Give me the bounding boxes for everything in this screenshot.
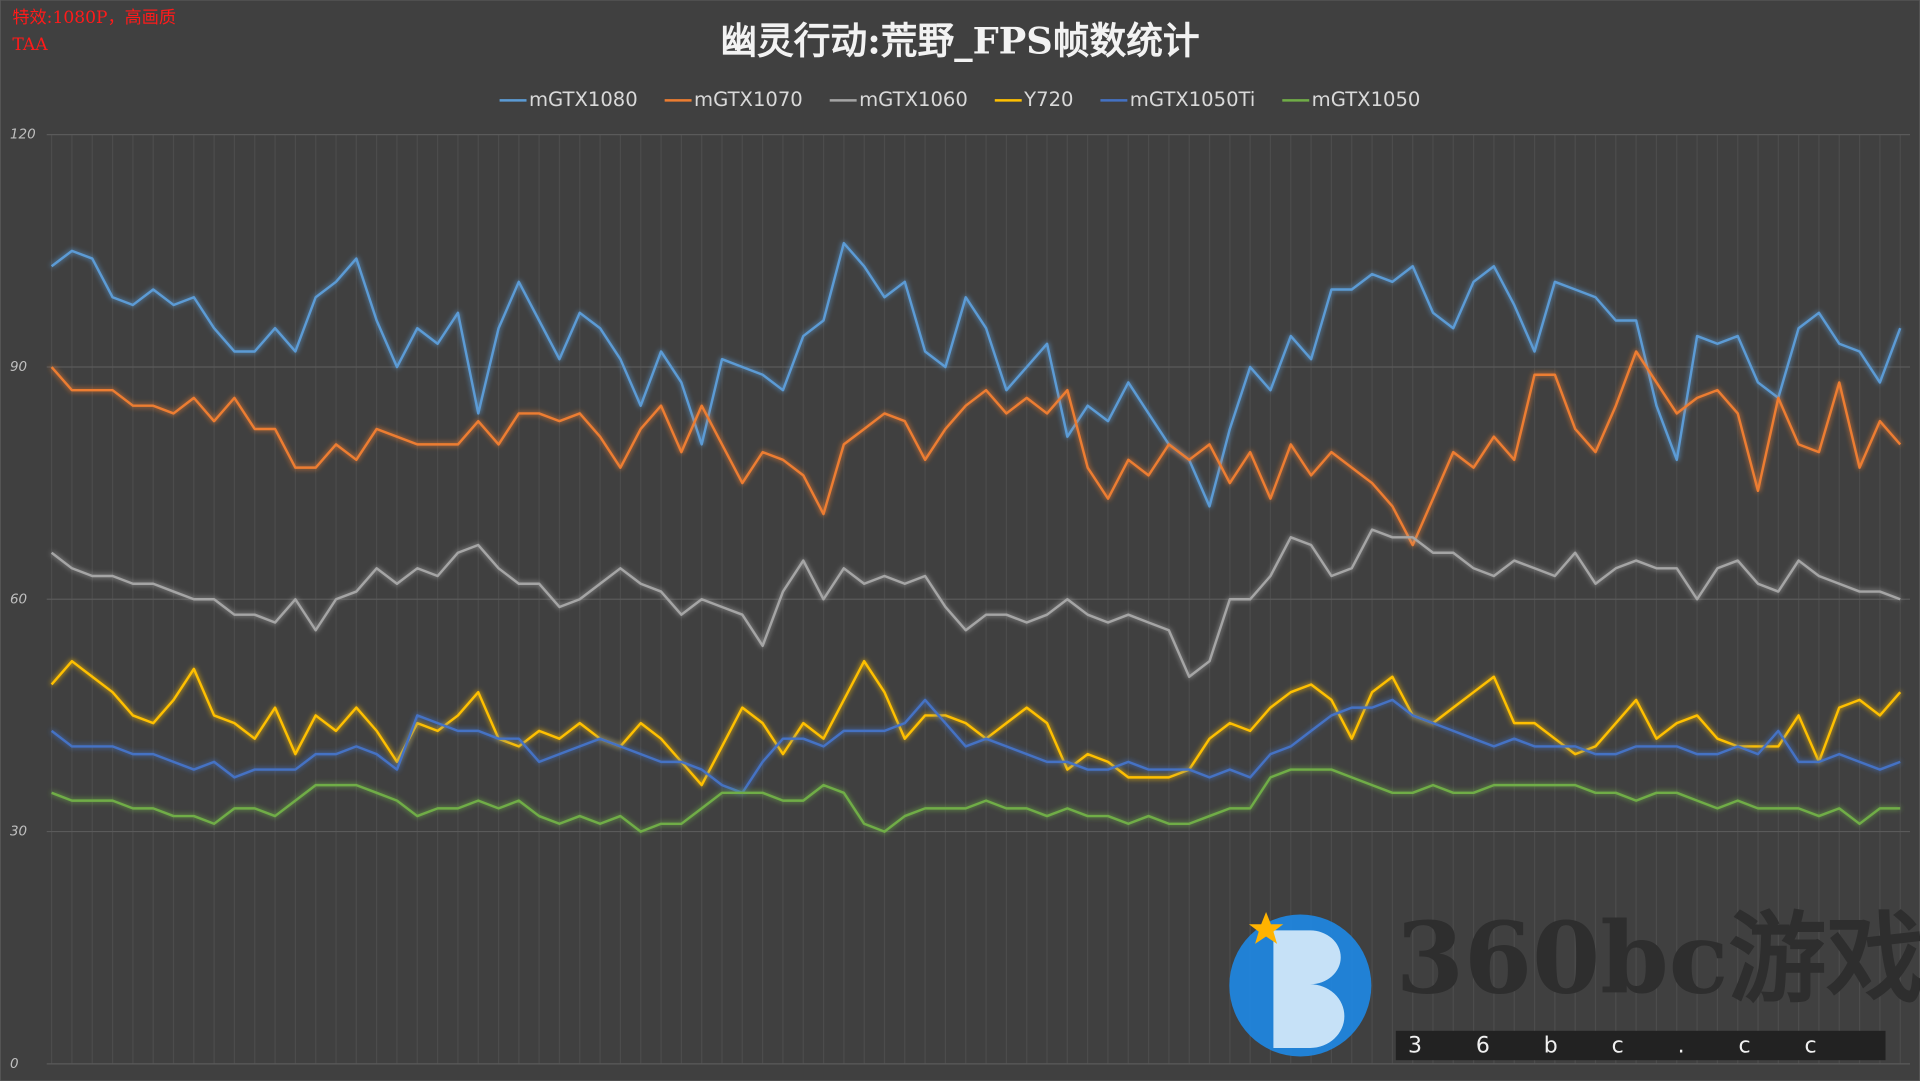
- watermark: 360bc游戏 36bc.cc: [1229, 902, 1920, 1061]
- annotation: 特效:1080P，高画质: [12, 8, 176, 28]
- series-line: [50, 698, 1901, 795]
- legend-label: mGTX1080: [529, 88, 638, 111]
- logo-star: [1248, 912, 1284, 944]
- legend-label: mGTX1070: [694, 88, 803, 111]
- y-tick-label: 120: [10, 128, 36, 143]
- legend: mGTX1080 mGTX1070 mGTX1060 Y720 mGTX1050Ti mG…: [499, 88, 1421, 111]
- series-line: [50, 659, 1902, 787]
- watermark-band: [1395, 1030, 1886, 1061]
- annotation: TAA: [12, 35, 48, 55]
- chart-title: 幽灵行动:荒野_FPS帧数统计: [720, 20, 1199, 63]
- logo-letter: [1273, 930, 1345, 1048]
- watermark-text: 360bc游戏: [1396, 902, 1920, 1017]
- series-line: [50, 241, 1902, 508]
- y-tick-label: 30: [10, 825, 27, 840]
- legend-label: mGTX1060: [859, 88, 968, 111]
- legend-label: mGTX1050Ti: [1130, 88, 1256, 111]
- plot: [50, 241, 1902, 833]
- legend-label: Y720: [1023, 88, 1073, 111]
- y-tick-label: 0: [10, 1057, 19, 1072]
- watermark-text: 36bc.cc: [1408, 1034, 1870, 1059]
- series-line: [50, 350, 1902, 547]
- series-line: [51, 768, 1901, 833]
- y-tick-label: 60: [10, 592, 27, 607]
- legend-label: mGTX1050: [1312, 88, 1421, 111]
- series-line: [50, 528, 1901, 678]
- y-tick-label: 90: [10, 360, 27, 375]
